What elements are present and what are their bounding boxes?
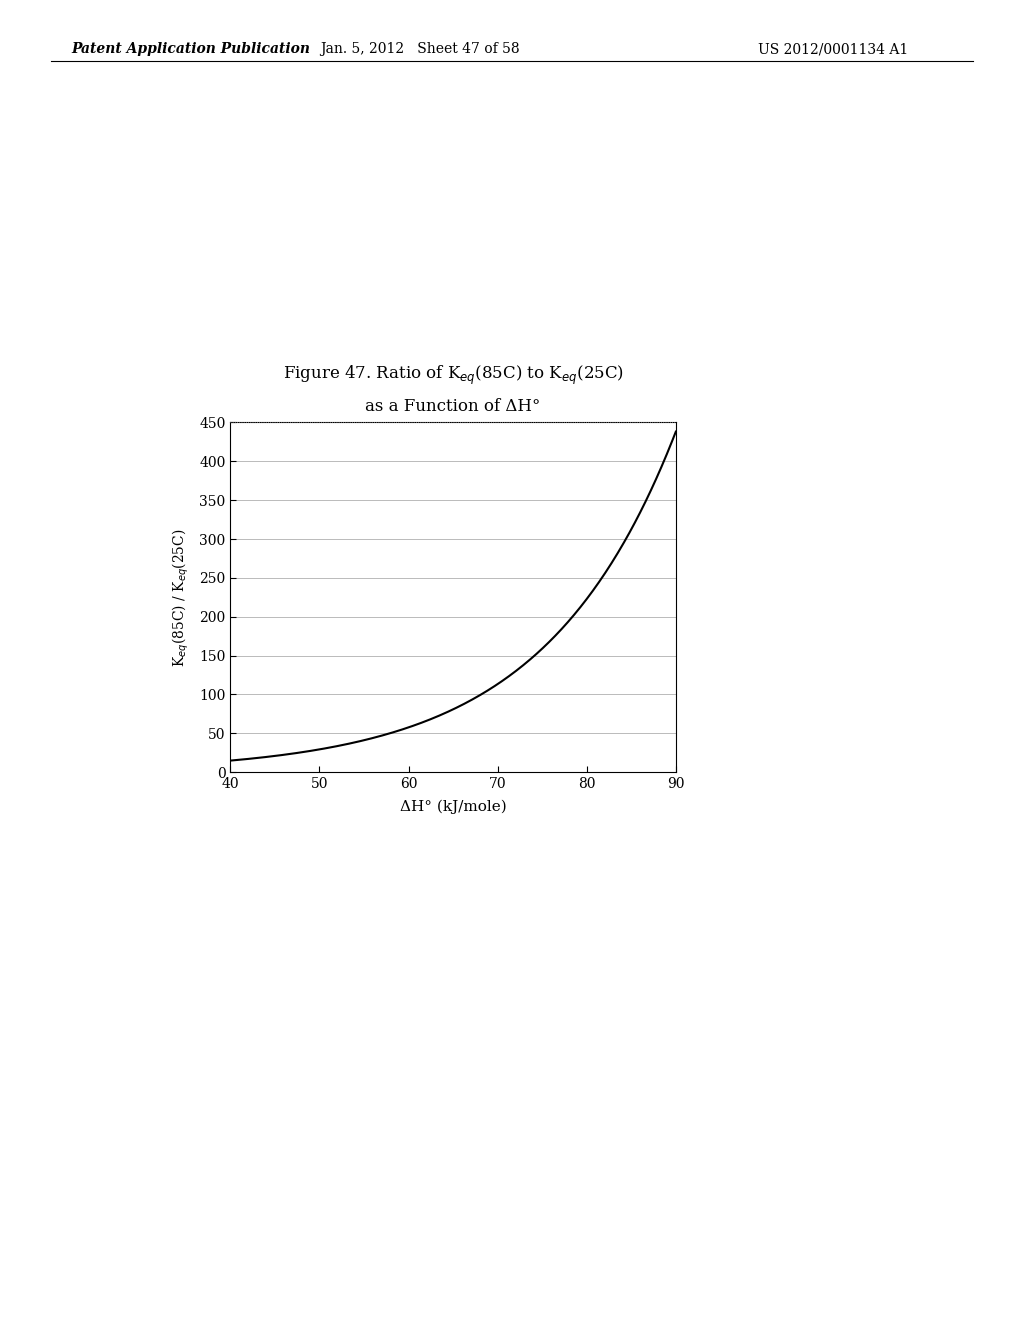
Text: as a Function of ΔH°: as a Function of ΔH° xyxy=(366,399,541,416)
X-axis label: ΔH° (kJ/mole): ΔH° (kJ/mole) xyxy=(399,800,507,814)
Text: Figure 47. Ratio of K$_{eq}$(85C) to K$_{eq}$(25C): Figure 47. Ratio of K$_{eq}$(85C) to K$_… xyxy=(283,364,624,388)
Text: US 2012/0001134 A1: US 2012/0001134 A1 xyxy=(758,42,908,57)
Text: Patent Application Publication: Patent Application Publication xyxy=(72,42,310,57)
Text: Jan. 5, 2012   Sheet 47 of 58: Jan. 5, 2012 Sheet 47 of 58 xyxy=(321,42,519,57)
Y-axis label: K$_{eq}$(85C) / K$_{eq}$(25C): K$_{eq}$(85C) / K$_{eq}$(25C) xyxy=(171,528,190,667)
